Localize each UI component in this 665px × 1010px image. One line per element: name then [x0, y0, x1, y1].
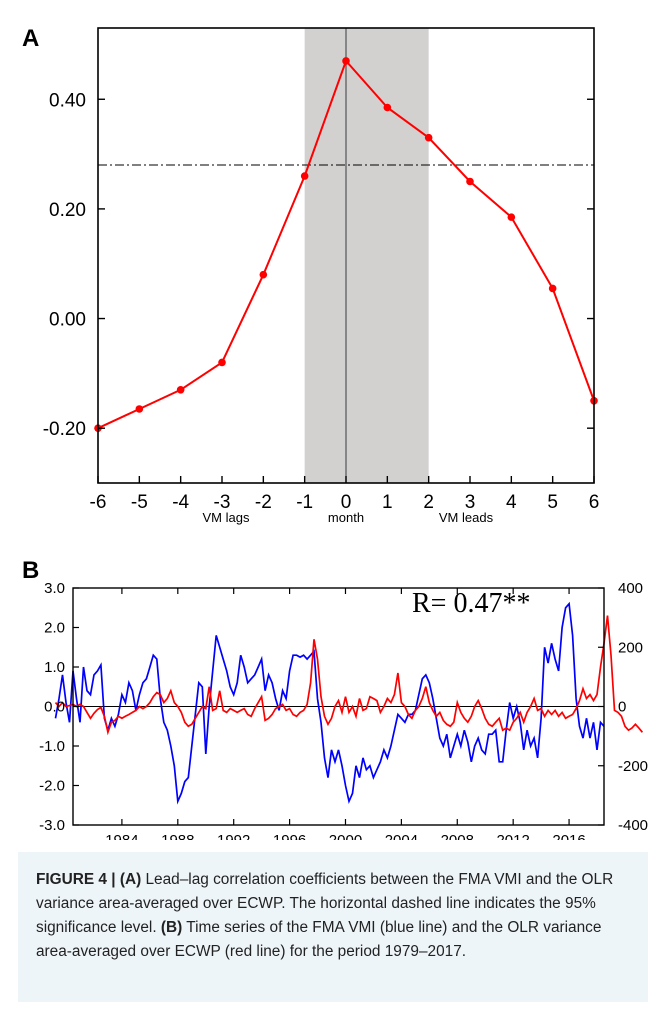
correlation-point	[176, 386, 185, 394]
x-tick-label: 2	[423, 492, 434, 513]
correlation-point	[218, 358, 226, 367]
x-tick-label: 2012	[496, 832, 529, 840]
right-y-axis-ticks: 400 200 0 -200 -400	[598, 580, 648, 834]
time-series-chart: B 198419881992199620002004200820122016 3…	[22, 560, 648, 840]
x-tick-label: -1	[296, 492, 313, 513]
vmi-series-line	[54, 601, 605, 805]
left-y-tick-label: 2.0	[44, 620, 65, 637]
correlation-point	[548, 284, 557, 293]
lead-lag-chart: A -6 -5 -4 -3 -2 -1 0 1 2 3 4 5 6 -0.200.000.200.40 …	[22, 25, 600, 525]
caption-text: FIGURE 4 | (A) Lead–lag correlation coef…	[36, 868, 630, 964]
correlation-annotation: R= 0.47**	[412, 588, 530, 619]
x-tick-label: 1992	[217, 832, 250, 840]
x-tick-label: 1996	[273, 832, 306, 840]
right-y-tick-label: -200	[618, 758, 648, 775]
caption-b-text: Time series of the FMA VMI (blue line) a…	[36, 919, 602, 960]
x-sublabel-vm-lags: VM lags	[203, 510, 250, 525]
panel-b-letter: B	[22, 560, 39, 584]
x-sublabel-month: month	[328, 510, 364, 525]
x-tick-label: 1	[382, 492, 393, 513]
x-tick-label: -2	[255, 492, 272, 513]
left-y-tick-label: -1.0	[39, 738, 65, 755]
x-tick-label: 0	[341, 492, 352, 513]
x-tick-label: 1984	[105, 832, 138, 840]
x-axis-ticks-a: -6 -5 -4 -3 -2 -1 0 1 2 3 4 5 6	[90, 476, 600, 513]
x-tick-label: 1988	[161, 832, 194, 840]
correlation-point	[342, 57, 350, 65]
left-y-tick-label: 0.0	[44, 699, 65, 716]
correlation-point	[383, 103, 392, 112]
left-y-tick-label: -3.0	[39, 817, 65, 834]
correlation-point	[466, 177, 474, 186]
y-axis-ticks-a: -0.20 0.00 0.20 0.40	[43, 90, 594, 440]
figure-caption: FIGURE 4 | (A) Lead–lag correlation coef…	[18, 852, 648, 1002]
y-tick-label: 0.20	[49, 200, 86, 221]
correlation-points	[94, 57, 598, 432]
x-tick-label: 2004	[385, 832, 418, 840]
x-tick-label: 3	[465, 492, 476, 513]
left-y-tick-label: -2.0	[39, 778, 65, 795]
x-tick-label: -5	[131, 492, 148, 513]
correlation-point	[300, 172, 309, 180]
correlation-point	[507, 213, 516, 221]
right-y-tick-label: 400	[618, 580, 643, 597]
correlation-point	[135, 405, 144, 413]
left-y-axis-ticks: 3.0 2.0 1.0 0.0 -1.0 -2.0 -3.0	[39, 580, 79, 834]
x-tick-label: -3	[214, 492, 231, 513]
significant-lag-shading	[304, 28, 429, 483]
x-tick-label: 2016	[552, 832, 585, 840]
y-tick-label: 0.40	[49, 90, 86, 111]
caption-b-tag: (B)	[160, 919, 183, 936]
left-y-tick-label: 3.0	[44, 580, 65, 597]
x-tick-label: -4	[172, 492, 189, 513]
correlation-point	[259, 270, 268, 279]
right-y-tick-label: 0	[618, 699, 626, 716]
x-tick-label: 4	[506, 492, 517, 513]
left-y-tick-label: 1.0	[44, 659, 65, 676]
olr-variance-series-line	[54, 615, 644, 736]
right-y-tick-label: -400	[618, 817, 648, 834]
x-tick-label: 2008	[441, 832, 474, 840]
correlation-point	[424, 133, 433, 142]
caption-a-tag: (A)	[119, 871, 142, 888]
caption-a-text: Lead–lag correlation coefficients betwee…	[36, 871, 614, 936]
x-tick-label: 6	[589, 492, 600, 513]
y-tick-label: 0.00	[49, 310, 86, 331]
panel-a-letter: A	[22, 25, 39, 52]
right-y-tick-label: 200	[618, 639, 643, 656]
caption-figure-label: FIGURE 4 |	[36, 871, 116, 888]
x-tick-label: -6	[90, 492, 107, 513]
y-tick-label: -0.20	[43, 419, 86, 440]
x-sublabel-vm-leads: VM leads	[439, 510, 494, 525]
x-tick-label: 5	[547, 492, 558, 513]
